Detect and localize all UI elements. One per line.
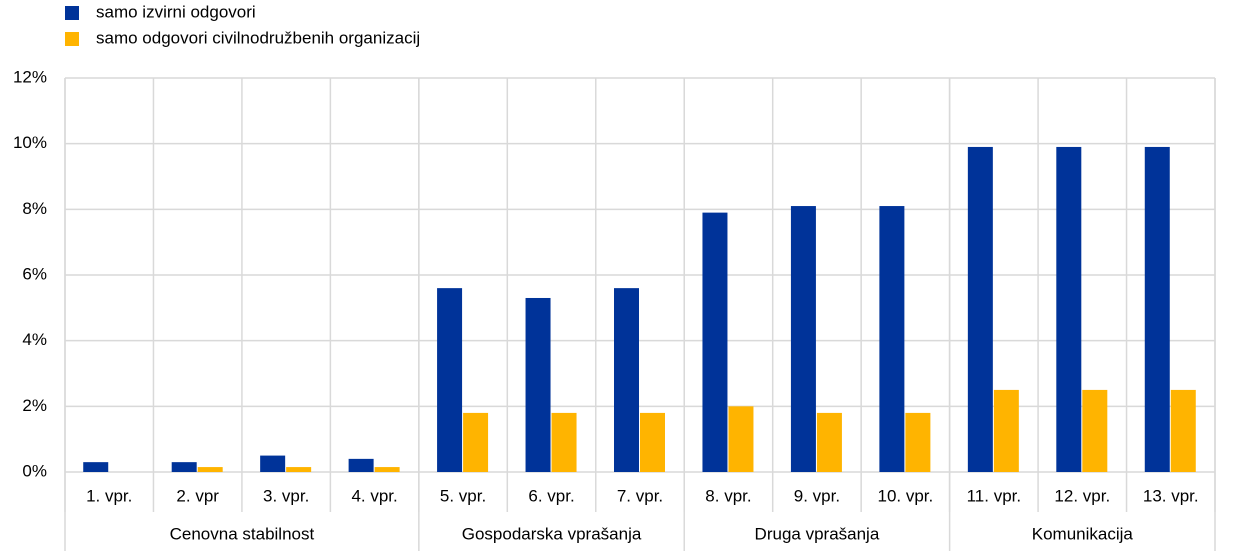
y-tick-label: 0%: [22, 461, 47, 480]
bar: [728, 406, 754, 472]
bar: [640, 412, 665, 472]
y-tick-label: 6%: [22, 264, 47, 283]
x-tick-label: 1. vpr.: [86, 486, 132, 505]
x-tick-label: 13. vpr.: [1143, 486, 1199, 505]
bar: [790, 206, 816, 473]
bar: [260, 455, 286, 472]
bar: [286, 467, 312, 472]
x-tick-label: 5. vpr.: [440, 486, 486, 505]
y-tick-label: 10%: [13, 133, 47, 152]
x-tick-label: 6. vpr.: [528, 486, 574, 505]
bar: [702, 212, 728, 472]
x-tick-label: 12. vpr.: [1054, 486, 1110, 505]
bar: [437, 288, 463, 472]
x-tick-label: 3. vpr.: [263, 486, 309, 505]
group-label: Gospodarska vprašanja: [462, 524, 642, 543]
group-label: Druga vprašanja: [755, 524, 880, 543]
group-label: Cenovna stabilnost: [170, 524, 315, 543]
bar: [551, 412, 577, 472]
x-tick-label: 8. vpr.: [705, 486, 751, 505]
bar: [614, 288, 639, 472]
y-tick-label: 2%: [22, 396, 47, 415]
legend-swatch: [65, 32, 79, 46]
x-tick-label: 10. vpr.: [878, 486, 934, 505]
legend-swatch: [65, 6, 79, 20]
legend-label: samo izvirni odgovori: [96, 2, 256, 21]
y-tick-label: 4%: [22, 330, 47, 349]
bar: [905, 412, 931, 472]
bar: [993, 389, 1019, 472]
bar: [525, 297, 551, 472]
bar: [879, 206, 905, 473]
bar: [967, 146, 993, 472]
bar: [1170, 389, 1196, 472]
bar: [197, 467, 223, 472]
y-tick-label: 12%: [13, 67, 47, 86]
bar: [463, 412, 489, 472]
x-tick-label: 2. vpr: [176, 486, 219, 505]
x-tick-label: 4. vpr.: [351, 486, 397, 505]
bar: [348, 458, 374, 472]
bar: [83, 462, 109, 472]
bar: [374, 467, 400, 472]
x-tick-label: 9. vpr.: [794, 486, 840, 505]
legend-label: samo odgovori civilnodružbenih organizac…: [96, 28, 420, 47]
bar: [1144, 146, 1170, 472]
bar: [816, 412, 842, 472]
bar: [1056, 146, 1082, 472]
y-tick-label: 8%: [22, 199, 47, 218]
group-label: Komunikacija: [1032, 524, 1134, 543]
bar: [171, 462, 197, 472]
x-tick-label: 7. vpr.: [617, 486, 663, 505]
bar: [1082, 389, 1108, 472]
x-tick-label: 11. vpr.: [967, 486, 1022, 505]
